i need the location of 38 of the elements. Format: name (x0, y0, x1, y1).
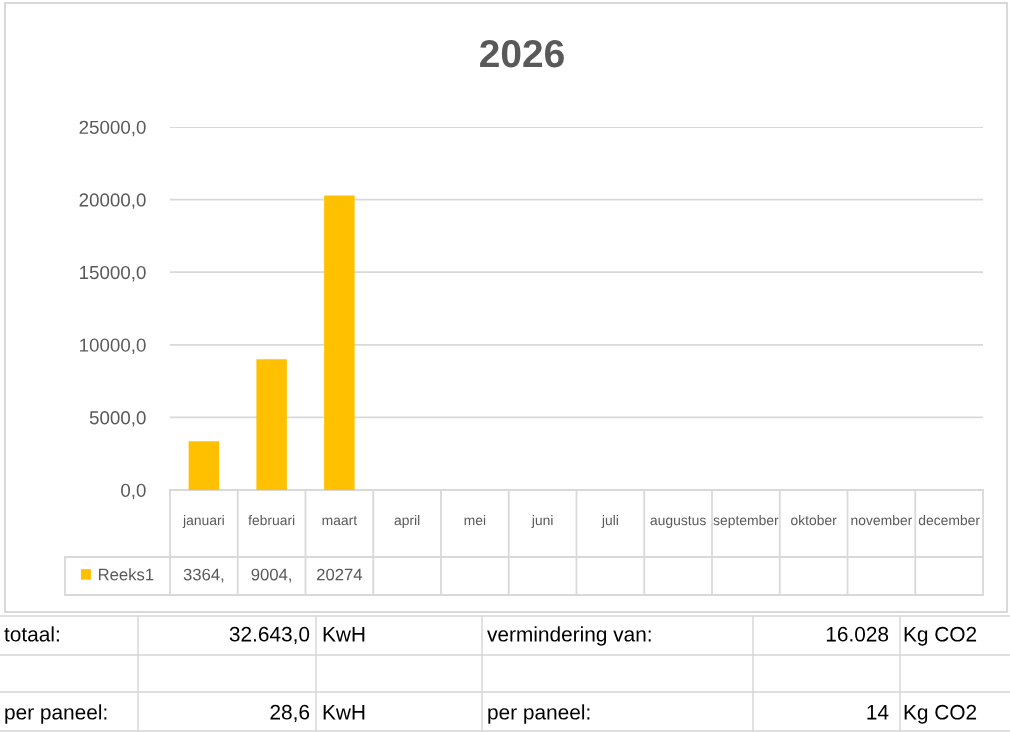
x-tick-label: januari (182, 515, 224, 528)
x-tick-label: mei (464, 515, 486, 526)
x-tick-label: juni (531, 515, 553, 528)
text: 28,6 (270, 704, 310, 723)
bar (256, 359, 287, 490)
chart-title: 2026 (480, 39, 564, 68)
x-tick-label: april (394, 515, 420, 528)
x-tick-label: maart (322, 516, 358, 526)
x-tick-label: december (918, 515, 980, 526)
text: KwH (323, 627, 365, 642)
data-label: 3364, (183, 568, 224, 583)
y-tick-label: 25000,0 (79, 120, 146, 137)
text: vermindering van: (487, 626, 651, 646)
x-tick-label: februari (248, 515, 295, 526)
text: per paneel: (488, 704, 590, 724)
y-tick-label: 0,0 (121, 483, 146, 500)
x-tick-label: oktober (791, 515, 837, 526)
text: 14 (867, 705, 889, 720)
y-tick-label: 20000,0 (79, 193, 146, 209)
x-tick-label: november (851, 515, 913, 526)
bar (188, 441, 220, 490)
y-tick-label: 15000,0 (80, 265, 146, 282)
x-tick-label: juli (601, 515, 618, 528)
x-tick-label: augustus (650, 516, 706, 528)
bar (324, 195, 355, 490)
text: Kg CO2 (904, 626, 977, 646)
legend-label: Reeks1 (98, 568, 154, 581)
data-label: 20274 (317, 568, 363, 581)
text: totaal: (4, 626, 59, 642)
y-tick-label: 5000,0 (89, 411, 146, 427)
text: Kg CO2 (904, 704, 977, 724)
x-tick-label: september (713, 515, 779, 528)
data-label: 9004, (251, 568, 291, 583)
y-tick-label: 10000,0 (80, 338, 146, 354)
text: 16.028 (826, 626, 889, 642)
text: per paneel: (5, 704, 107, 724)
text: KwH (323, 705, 365, 720)
text: 32.643,0 (229, 626, 310, 645)
